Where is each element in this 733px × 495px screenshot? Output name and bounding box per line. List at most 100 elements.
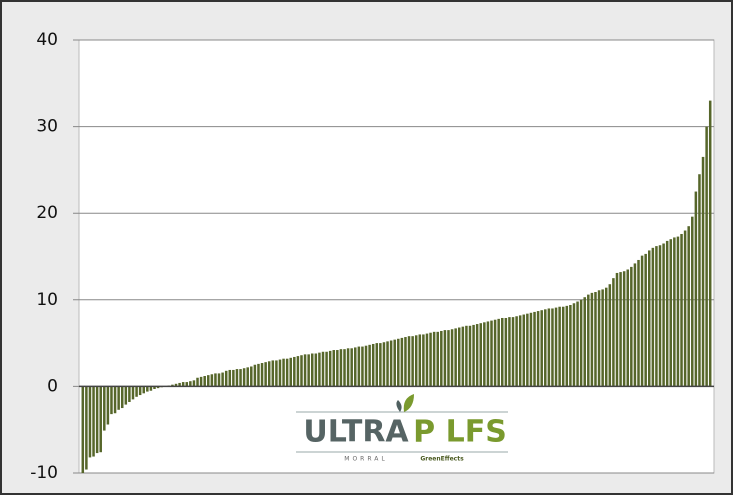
bar [511,317,515,387]
bar [321,351,325,387]
bar [103,386,106,431]
bar [386,341,389,387]
bar [192,380,196,387]
bar [242,368,246,387]
bar [113,386,117,414]
bar [296,356,300,387]
bar [490,320,493,387]
bar [515,316,518,387]
bar [314,353,318,387]
bar [479,323,483,387]
bar [278,359,282,387]
bar [436,331,439,387]
bar [579,299,583,387]
bar [483,322,486,387]
bar [648,250,651,387]
bar [676,236,680,387]
bar [228,369,232,387]
bar [472,324,475,387]
bar [153,386,156,389]
bar [128,386,131,402]
bar [303,354,307,387]
bar [81,386,85,473]
bar [146,386,149,392]
bar [325,351,328,387]
bar [232,369,235,387]
bar [174,383,178,387]
bar [694,191,698,387]
y-tick-label: 30 [36,117,58,137]
bar [357,346,361,387]
logo-text: MORRAL [344,456,387,463]
bar [92,386,95,457]
bar [576,301,579,387]
bar [615,272,619,387]
bar [142,386,145,394]
bar [673,237,676,387]
bar [526,313,529,387]
y-tick-label: -10 [30,463,58,483]
logo-bg [290,398,514,464]
bar [640,255,644,387]
bar [454,328,457,387]
bar [468,325,472,387]
bar [135,386,138,397]
bar [379,343,382,387]
bar [544,309,547,387]
bar [310,353,314,387]
bar [429,332,432,387]
bar [124,386,128,405]
bar [540,310,543,387]
bar [551,308,554,387]
bar [612,278,615,387]
bar [414,335,418,387]
bar [504,317,508,387]
bar [493,319,497,387]
bar [185,382,189,387]
bar [156,386,160,389]
bar [662,243,665,387]
bar [622,271,626,387]
bar [630,266,633,387]
bar [346,348,350,387]
bar [149,386,153,391]
bar [199,376,203,387]
bar [264,362,267,387]
bar [561,306,565,387]
bar [393,339,396,387]
bar [425,333,429,387]
bar [633,263,637,387]
bar [683,230,687,387]
bar [106,386,110,425]
bar [619,272,622,387]
bar [350,348,353,387]
bar [203,376,206,387]
bar [138,386,142,396]
bar [404,337,407,387]
bar [382,342,386,387]
bar [475,324,479,387]
bar [368,344,371,387]
bar [293,356,296,387]
bar [235,369,239,387]
y-tick-label: 20 [36,203,58,223]
bar [547,308,551,387]
bar [587,294,590,387]
bar [533,311,536,387]
bar [271,360,275,387]
bar [658,245,662,387]
bar [407,336,411,387]
logo-leaf [403,394,414,412]
bar [99,386,102,453]
bar [604,287,608,387]
bar [253,364,257,387]
bar [698,174,701,387]
bar [361,346,364,387]
bar [117,386,120,410]
bar [572,303,576,387]
bar [501,317,504,387]
bar [88,386,92,458]
bar [443,330,447,387]
bar [95,386,99,454]
logo-leaf [396,400,402,412]
